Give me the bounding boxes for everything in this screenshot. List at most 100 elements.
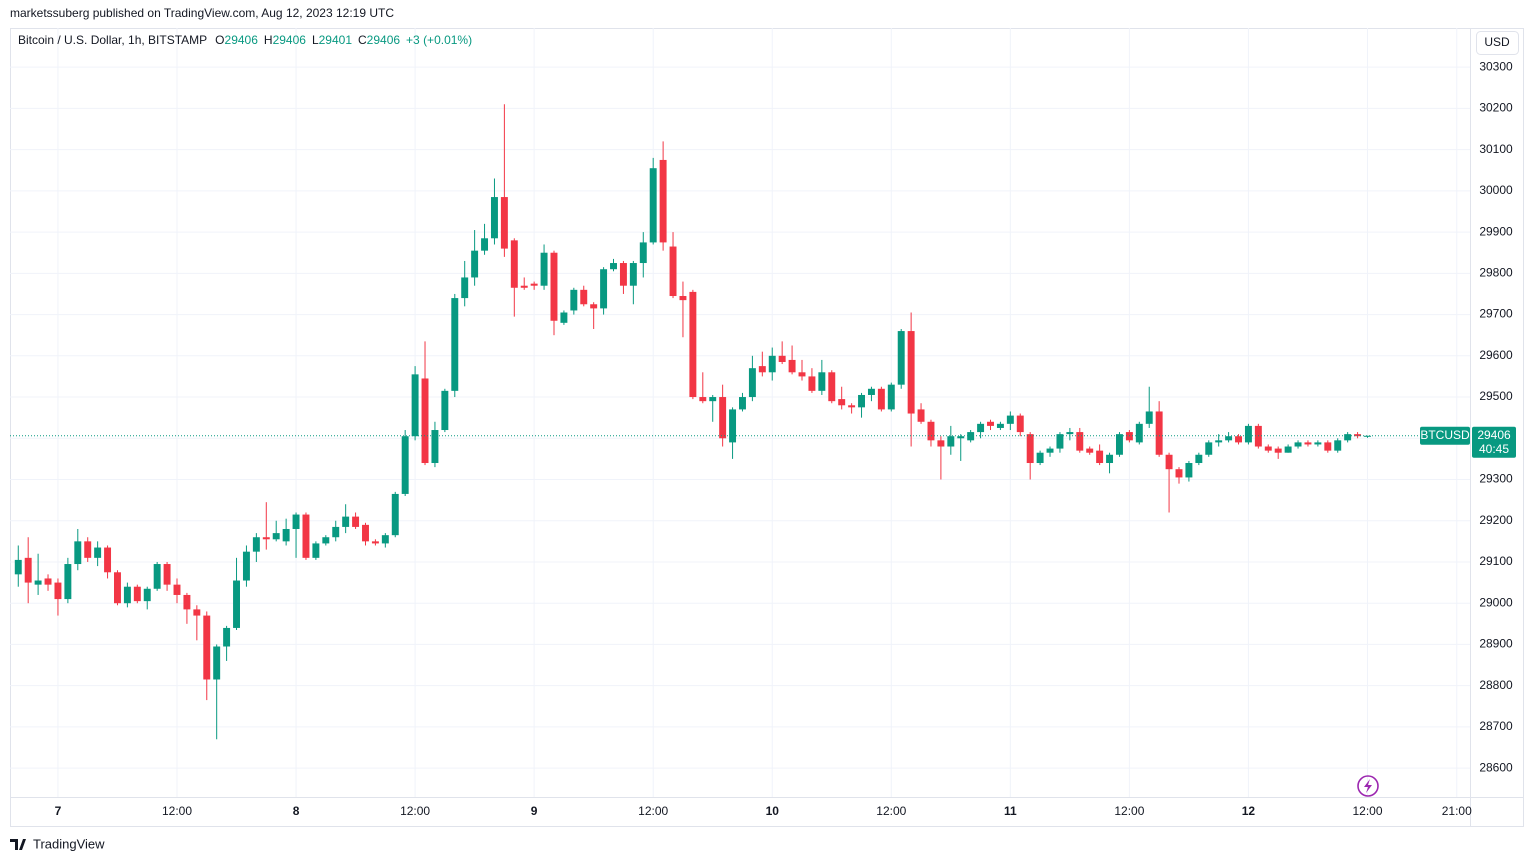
x-tick-label: 12:00 <box>638 804 668 818</box>
candle-body <box>808 376 816 391</box>
candle-body <box>659 159 667 243</box>
candle-body <box>461 277 469 299</box>
published-note: marketssuberg published on TradingView.c… <box>10 6 394 20</box>
price-label: 29406 <box>1477 428 1511 442</box>
chart-frame <box>10 28 1524 827</box>
candle-body <box>421 378 429 464</box>
candle-body <box>1304 442 1312 445</box>
currency-button[interactable] <box>1476 31 1519 55</box>
candle-body <box>580 289 588 305</box>
x-tick-label: 10 <box>766 804 780 818</box>
y-tick-label: 30100 <box>1479 142 1513 156</box>
candle-body <box>1205 442 1213 455</box>
candle-body <box>520 285 528 288</box>
candle-body <box>1354 434 1362 437</box>
candle-body <box>610 263 617 270</box>
y-tick-label: 30200 <box>1479 101 1513 115</box>
candle-body <box>619 263 627 286</box>
candle-body <box>1145 411 1153 424</box>
candle-body <box>34 580 42 585</box>
candle-body <box>1115 434 1123 455</box>
lightning-icon[interactable] <box>1357 775 1379 797</box>
candle-body <box>1046 448 1054 453</box>
change-value: +3 (+0.01%) <box>406 33 472 47</box>
candle-body <box>1135 423 1143 443</box>
symbol-tag <box>1420 426 1470 445</box>
candle-body <box>689 291 697 398</box>
candle-body <box>996 423 1004 428</box>
ohlc-value: 29406 <box>225 33 259 47</box>
candle-body <box>739 397 746 410</box>
candle-body <box>64 564 72 600</box>
candle-body <box>1026 434 1034 464</box>
candle-body <box>471 250 479 278</box>
currency-label[interactable]: USD <box>1484 35 1510 49</box>
candle-body <box>163 564 171 585</box>
candle-body <box>14 559 22 575</box>
candle-body <box>371 541 379 544</box>
candle-body <box>114 572 121 604</box>
candle-body <box>510 240 518 288</box>
y-tick-label: 29100 <box>1479 554 1513 568</box>
candle-body <box>1264 446 1272 451</box>
y-tick-label: 28700 <box>1479 719 1513 733</box>
candle-body <box>302 514 310 558</box>
candle-body <box>312 543 320 558</box>
candle-body <box>957 436 965 439</box>
y-tick-label: 29900 <box>1479 224 1513 238</box>
candle-body <box>590 304 598 309</box>
candle-body <box>818 372 826 391</box>
candle-body <box>897 331 905 385</box>
candle-body <box>649 168 657 243</box>
candle-body <box>431 430 439 464</box>
x-tick-label: 12 <box>1242 804 1256 818</box>
candle-body <box>94 547 102 558</box>
candle-body <box>54 582 62 600</box>
candle-body <box>858 394 866 408</box>
candle-body <box>768 355 776 373</box>
y-tick-label: 29700 <box>1479 307 1513 321</box>
candle-body <box>391 493 399 536</box>
candle-body <box>600 269 608 309</box>
candle-body <box>1185 463 1193 478</box>
legend: Bitcoin / U.S. Dollar, 1h, BITSTAMP O2940… <box>18 33 472 47</box>
candle-body <box>490 197 498 239</box>
candle-body <box>1274 448 1282 453</box>
candle-body <box>709 397 717 402</box>
candle-body <box>143 588 151 602</box>
y-tick-label: 29300 <box>1479 472 1513 486</box>
candle-body <box>252 537 260 552</box>
y-tick-label: 28900 <box>1479 637 1513 651</box>
candle-body <box>183 594 191 610</box>
candle-body <box>1006 415 1014 424</box>
candle-body <box>1106 454 1114 464</box>
candle-body <box>1284 446 1292 453</box>
candle-body <box>24 557 32 583</box>
candle-body <box>123 586 131 604</box>
countdown-label: 40:45 <box>1479 442 1509 456</box>
candle-body <box>877 388 885 410</box>
legend-title: Bitcoin / U.S. Dollar, 1h, BITSTAMP <box>18 33 207 47</box>
candle-body <box>629 263 637 286</box>
candle-body <box>401 436 409 494</box>
candle-body <box>947 436 955 447</box>
x-tick-label: 12:00 <box>876 804 906 818</box>
candle-body <box>1066 432 1074 435</box>
x-tick-label: 7 <box>55 804 62 818</box>
y-tick-label: 28600 <box>1479 760 1513 774</box>
x-tick-label: 12:00 <box>162 804 192 818</box>
candle-body <box>977 423 985 433</box>
candle-body <box>729 409 737 443</box>
candle-body <box>1244 425 1252 443</box>
candle-body <box>987 421 994 426</box>
candle-body <box>342 516 350 527</box>
x-tick-label: 21:00 <box>1442 804 1472 818</box>
candle-body <box>1225 436 1233 441</box>
ohlc-letter: C <box>358 33 367 47</box>
brand-name: TradingView <box>33 836 105 851</box>
candle-body <box>639 242 647 264</box>
candle-body <box>1165 454 1173 470</box>
ohlc-value: 29406 <box>273 33 307 47</box>
candle-body <box>1056 434 1064 449</box>
